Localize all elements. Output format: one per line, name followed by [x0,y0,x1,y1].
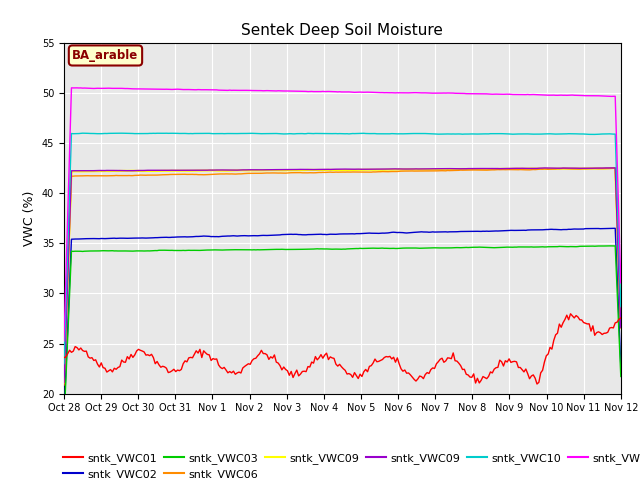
Title: Sentek Deep Soil Moisture: Sentek Deep Soil Moisture [241,23,444,38]
Text: BA_arable: BA_arable [72,49,139,62]
Legend: sntk_VWC01, sntk_VWC02, sntk_VWC03, sntk_VWC06, sntk_VWC09, sntk_VWC09, sntk_VWC: sntk_VWC01, sntk_VWC02, sntk_VWC03, sntk… [58,448,640,480]
Y-axis label: VWC (%): VWC (%) [23,191,36,246]
